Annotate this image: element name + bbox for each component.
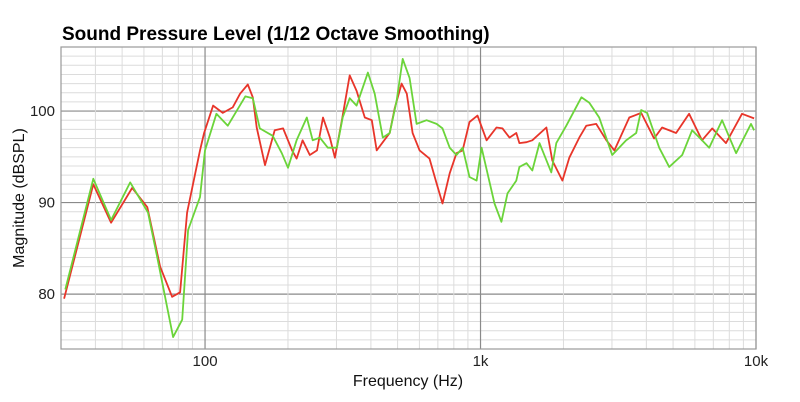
series-line-red [63,74,755,299]
x-axis-label: Frequency (Hz) [353,373,463,390]
chart-title: Sound Pressure Level (1/12 Octave Smooth… [62,24,490,45]
y-tick-label: 100 [30,103,55,120]
series-line-green [64,58,755,338]
tick-labels: 100 1k 10k 80 90 100 [30,103,769,370]
x-tick-label: 1k [473,353,489,370]
series-group [63,58,755,338]
y-tick-label: 80 [38,286,55,303]
x-tick-label: 100 [193,353,218,370]
y-tick-label: 90 [38,195,55,212]
plot-background [61,47,756,349]
x-tick-label: 10k [744,353,769,370]
plot-frame [60,46,757,350]
y-axis-label: Magnitude (dBSPL) [11,128,28,268]
grid [60,46,757,350]
